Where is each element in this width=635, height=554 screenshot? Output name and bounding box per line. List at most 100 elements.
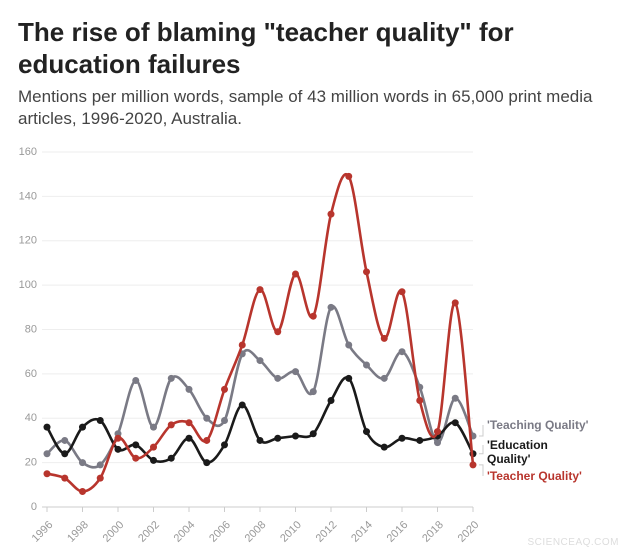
data-point (380, 334, 388, 342)
data-point (416, 397, 424, 404)
x-tick-label: 2008 (243, 519, 269, 545)
data-point (185, 434, 193, 442)
data-point (363, 361, 370, 369)
legend-label: 'Teacher Quality' (487, 469, 582, 483)
data-point (327, 210, 335, 218)
data-point (451, 299, 459, 307)
watermark: SCIENCEAQ.COM (527, 537, 619, 548)
data-point (345, 172, 353, 180)
data-point (132, 441, 140, 449)
data-point (221, 441, 228, 449)
data-point (398, 434, 406, 442)
x-tick-label: 2006 (207, 519, 233, 545)
data-point (96, 474, 104, 482)
data-point (167, 454, 175, 462)
data-point (96, 461, 104, 469)
data-point (132, 454, 140, 462)
data-point (167, 421, 175, 429)
data-point (79, 487, 86, 495)
label-connector (479, 445, 484, 455)
data-point (274, 374, 282, 382)
x-tick-label: 2016 (385, 519, 411, 545)
data-point (150, 423, 157, 431)
data-point (345, 374, 353, 382)
data-point (256, 286, 264, 294)
data-point (327, 397, 335, 404)
data-point (61, 450, 69, 458)
data-point (292, 368, 299, 376)
data-point (203, 436, 211, 444)
data-point (185, 419, 193, 427)
data-point (416, 436, 424, 444)
y-tick-label: 100 (19, 279, 37, 291)
y-tick-label: 140 (19, 190, 37, 202)
data-point (43, 423, 51, 431)
data-point (61, 436, 69, 444)
data-point (221, 416, 228, 424)
chart-subtitle: Mentions per million words, sample of 43… (18, 87, 593, 128)
label-connector (479, 425, 484, 437)
data-point (43, 470, 51, 478)
data-point (292, 432, 299, 440)
data-point (434, 439, 441, 447)
chart-title: The rise of blaming "teacher quality" fo… (18, 17, 514, 79)
data-point (256, 357, 264, 365)
data-point (150, 443, 157, 451)
legend-label: 'Teaching Quality' (487, 418, 589, 432)
data-point (345, 341, 353, 349)
x-tick-label: 2020 (456, 519, 482, 545)
data-point (221, 385, 228, 393)
data-point (238, 341, 246, 349)
y-tick-label: 120 (19, 235, 37, 247)
data-point (167, 374, 175, 382)
data-point (309, 430, 317, 438)
data-point (150, 456, 157, 464)
data-point (363, 268, 370, 276)
y-tick-label: 80 (25, 323, 37, 335)
data-point (451, 394, 459, 402)
legend-label: 'Education Quality' (487, 438, 548, 466)
y-tick-label: 20 (25, 457, 37, 469)
x-tick-label: 2002 (136, 519, 162, 545)
x-tick-label: 1996 (30, 519, 56, 545)
x-tick-label: 2014 (349, 519, 375, 545)
data-point (292, 270, 299, 278)
y-tick-label: 60 (25, 368, 37, 380)
label-connector (479, 464, 484, 476)
data-point (451, 419, 459, 427)
data-point (309, 312, 317, 320)
data-point (274, 434, 282, 442)
data-point (309, 388, 317, 396)
data-point (61, 474, 69, 482)
data-point (398, 288, 406, 296)
y-tick-label: 0 (31, 501, 37, 513)
data-point (132, 377, 140, 385)
data-point (398, 348, 406, 356)
data-point (274, 328, 282, 336)
data-point (96, 416, 104, 424)
data-point (185, 385, 193, 393)
data-point (363, 428, 370, 436)
data-point (327, 303, 335, 311)
data-point (114, 434, 122, 442)
x-tick-label: 2018 (420, 519, 446, 545)
x-tick-label: 2000 (101, 519, 127, 545)
y-tick-label: 40 (25, 412, 37, 424)
data-point (79, 459, 86, 467)
data-point (114, 445, 122, 453)
data-point (380, 443, 388, 451)
x-tick-label: 2012 (314, 519, 340, 545)
data-point (256, 436, 264, 444)
x-tick-label: 2004 (172, 519, 198, 545)
x-tick-label: 2010 (278, 519, 304, 545)
data-point (203, 459, 211, 467)
data-point (79, 423, 86, 431)
data-point (469, 461, 477, 469)
data-point (203, 414, 211, 422)
data-point (43, 450, 51, 458)
data-point (238, 401, 246, 409)
x-tick-label: 1998 (65, 519, 91, 545)
data-point (434, 428, 441, 436)
